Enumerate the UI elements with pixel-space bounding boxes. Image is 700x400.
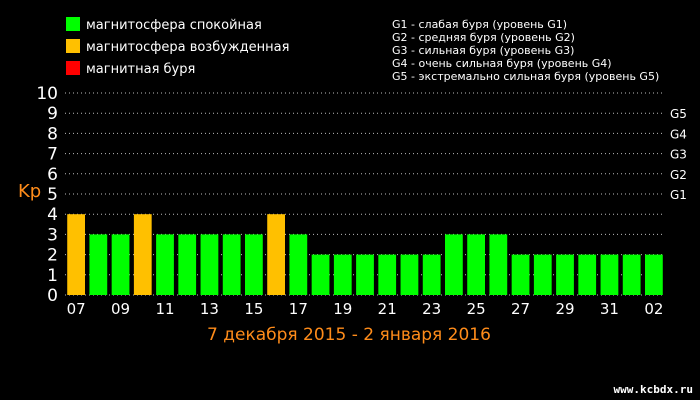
legend-label-quiet: магнитосфера спокойная <box>86 18 262 33</box>
x-tick-label: 07 <box>67 300 86 318</box>
g-tick-label: G4 <box>670 127 687 141</box>
y-tick-label: 7 <box>47 145 58 165</box>
kp-bar-30 <box>578 254 597 295</box>
y-tick-label: 4 <box>47 205 58 225</box>
x-tick-label: 21 <box>378 300 397 318</box>
kp-bar-26 <box>489 234 508 295</box>
kp-bar-08 <box>89 234 108 295</box>
kp-bar-12 <box>178 234 197 295</box>
kp-bar-22 <box>400 254 419 295</box>
site-footer: www.kcbdx.ru <box>614 383 693 396</box>
kp-bar-01 <box>622 254 641 295</box>
storm-level-legend: G1 - слабая буря (уровень G1) G2 - средн… <box>392 18 659 83</box>
kp-bar-27 <box>511 254 530 295</box>
y-tick-label: 10 <box>36 84 58 104</box>
kp-bar-20 <box>356 254 374 295</box>
g-tick-label: G3 <box>670 148 687 162</box>
kp-bar-31 <box>600 254 619 295</box>
storm-level-g2: G2 - средняя буря (уровень G2) <box>392 31 575 44</box>
kp-bar-21 <box>378 254 397 295</box>
x-tick-label: 19 <box>333 300 352 318</box>
kp-bar-11 <box>156 234 174 295</box>
kp-bar-14 <box>222 234 241 295</box>
legend-swatch-unsettled <box>66 39 80 53</box>
x-tick-label: 13 <box>200 300 219 318</box>
x-tick-label: 31 <box>600 300 619 318</box>
legend-label-unsettled: магнитосфера возбужденная <box>86 40 289 55</box>
x-tick-label: 23 <box>422 300 441 318</box>
kp-bar-19 <box>333 254 352 295</box>
x-axis-ticks: 07 09 11 13 15 17 19 21 23 25 27 29 31 02 <box>67 300 664 318</box>
x-tick-label: 25 <box>467 300 486 318</box>
x-tick-label: 11 <box>155 300 174 318</box>
x-tick-label: 09 <box>111 300 130 318</box>
x-tick-label: 29 <box>555 300 574 318</box>
kp-bar-02 <box>645 254 663 295</box>
g-tick-label: G1 <box>670 188 687 202</box>
g-level-ticks: G1 G2 G3 G4 G5 <box>670 107 687 202</box>
kp-bar-17 <box>289 234 308 295</box>
kp-bar-23 <box>422 254 441 295</box>
x-tick-label: 27 <box>511 300 530 318</box>
kp-bar-25 <box>467 234 485 295</box>
kp-bar-29 <box>556 254 574 295</box>
kp-bar-13 <box>200 234 219 295</box>
kp-bar-18 <box>311 254 330 295</box>
legend-swatch-quiet <box>66 17 80 31</box>
kp-bar-16 <box>267 214 285 295</box>
kp-bar-07 <box>67 214 85 295</box>
kp-bar-28 <box>533 254 552 295</box>
x-tick-label: 17 <box>289 300 308 318</box>
y-tick-label: 3 <box>47 225 58 245</box>
bars <box>67 214 663 295</box>
legend: магнитосфера спокойная магнитосфера возб… <box>66 17 289 77</box>
date-range-label: 7 декабря 2015 - 2 января 2016 <box>207 325 491 345</box>
y-tick-label: 8 <box>47 124 58 144</box>
y-tick-label: 5 <box>47 185 58 205</box>
y-tick-label: 9 <box>47 104 58 124</box>
x-tick-label: 02 <box>644 300 663 318</box>
storm-level-g4: G4 - очень сильная буря (уровень G4) <box>392 57 612 70</box>
y-tick-label: 1 <box>47 266 58 286</box>
kp-bar-09 <box>111 234 130 295</box>
storm-level-g3: G3 - сильная буря (уровень G3) <box>392 44 574 57</box>
y-tick-label: 0 <box>47 286 58 306</box>
kp-bar-15 <box>245 234 263 295</box>
y-tick-label: 2 <box>47 246 58 266</box>
legend-label-storm: магнитная буря <box>86 62 195 77</box>
kp-bar-10 <box>133 214 152 295</box>
g-tick-label: G5 <box>670 107 687 121</box>
storm-level-g5: G5 - экстремально сильная буря (уровень … <box>392 70 659 83</box>
kp-bar-24 <box>445 234 463 295</box>
storm-level-g1: G1 - слабая буря (уровень G1) <box>392 18 567 31</box>
x-tick-label: 15 <box>244 300 263 318</box>
g-tick-label: G2 <box>670 168 687 182</box>
y-tick-label: 6 <box>47 165 58 185</box>
legend-swatch-storm <box>66 61 80 75</box>
y-axis-label: Kp <box>18 181 41 202</box>
